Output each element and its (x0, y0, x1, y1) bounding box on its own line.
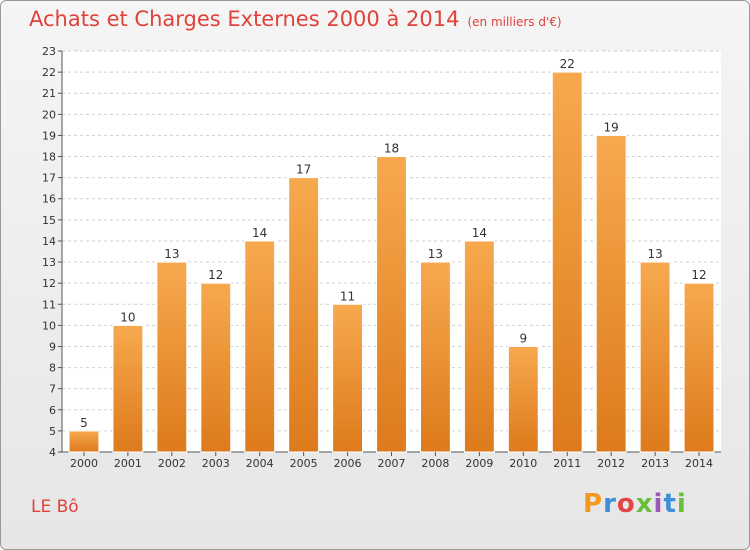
bar-2002 (156, 261, 188, 453)
bar-2012 (595, 134, 627, 453)
bar-value-label: 13 (164, 247, 179, 261)
x-tick-label: 2001 (114, 457, 142, 470)
chart-title-unit: (en milliers d'€) (467, 15, 562, 29)
bar-value-label: 5 (80, 416, 88, 430)
y-tick-label: 13 (42, 256, 56, 269)
bar-value-label: 14 (252, 226, 267, 240)
y-tick-label: 6 (49, 404, 56, 417)
x-tick-label: 2000 (70, 457, 98, 470)
x-tick-label: 2010 (509, 457, 537, 470)
bar-value-label: 18 (384, 142, 399, 156)
y-tick-label: 8 (49, 362, 56, 375)
y-tick-label: 18 (42, 151, 56, 164)
bar-value-label: 14 (472, 226, 487, 240)
commune-name: LE Bô (31, 497, 79, 517)
y-tick-label: 22 (42, 66, 56, 79)
bar-2005 (288, 177, 320, 453)
bar-value-label: 9 (519, 331, 527, 345)
proxiti-logo: Proxiti (583, 489, 687, 519)
bar-value-label: 12 (691, 268, 706, 282)
x-tick-label: 2004 (246, 457, 274, 470)
bar-2009 (463, 240, 495, 453)
bar-value-label: 13 (428, 247, 443, 261)
bar-value-label: 19 (604, 120, 619, 134)
x-tick-label: 2007 (378, 457, 406, 470)
bar-2007 (376, 156, 407, 453)
chart-title: Achats et Charges Externes 2000 à 2014 (e… (29, 7, 562, 31)
bar-2006 (332, 303, 364, 453)
x-tick-label: 2012 (597, 457, 625, 470)
y-tick-label: 17 (42, 172, 56, 185)
bar-2003 (200, 282, 232, 453)
bar-2000 (68, 430, 100, 453)
bar-2013 (639, 261, 671, 453)
y-tick-label: 14 (42, 235, 56, 248)
bar-value-label: 12 (208, 268, 223, 282)
y-tick-label: 21 (42, 87, 56, 100)
x-tick-label: 2002 (158, 457, 186, 470)
y-tick-label: 12 (42, 277, 56, 290)
y-tick-label: 9 (49, 340, 56, 353)
bar-value-label: 11 (340, 289, 355, 303)
y-tick-label: 15 (42, 214, 56, 227)
bar-2011 (551, 71, 583, 453)
bar-value-label: 22 (560, 57, 575, 71)
x-tick-label: 2014 (685, 457, 713, 470)
bar-2008 (419, 261, 451, 453)
y-tick-label: 19 (42, 129, 56, 142)
x-tick-label: 2011 (553, 457, 581, 470)
y-tick-label: 10 (42, 319, 56, 332)
y-tick-label: 23 (42, 45, 56, 58)
bar-value-label: 13 (647, 247, 662, 261)
x-tick-label: 2009 (465, 457, 493, 470)
x-tick-label: 2008 (421, 457, 449, 470)
y-tick-label: 20 (42, 108, 56, 121)
x-tick-label: 2005 (290, 457, 318, 470)
x-tick-label: 2013 (641, 457, 669, 470)
bar-2001 (112, 324, 144, 453)
bar-value-label: 17 (296, 163, 311, 177)
y-tick-label: 5 (49, 425, 56, 438)
bar-2014 (683, 282, 715, 453)
y-tick-label: 4 (49, 446, 56, 459)
chart-title-text: Achats et Charges Externes 2000 à 2014 (29, 7, 460, 31)
x-tick-label: 2006 (334, 457, 362, 470)
y-tick-label: 16 (42, 193, 56, 206)
y-tick-label: 7 (49, 383, 56, 396)
bar-2010 (507, 345, 539, 453)
bar-value-label: 10 (120, 310, 135, 324)
bar-2004 (244, 240, 276, 453)
x-tick-label: 2003 (202, 457, 230, 470)
y-tick-label: 11 (42, 298, 56, 311)
